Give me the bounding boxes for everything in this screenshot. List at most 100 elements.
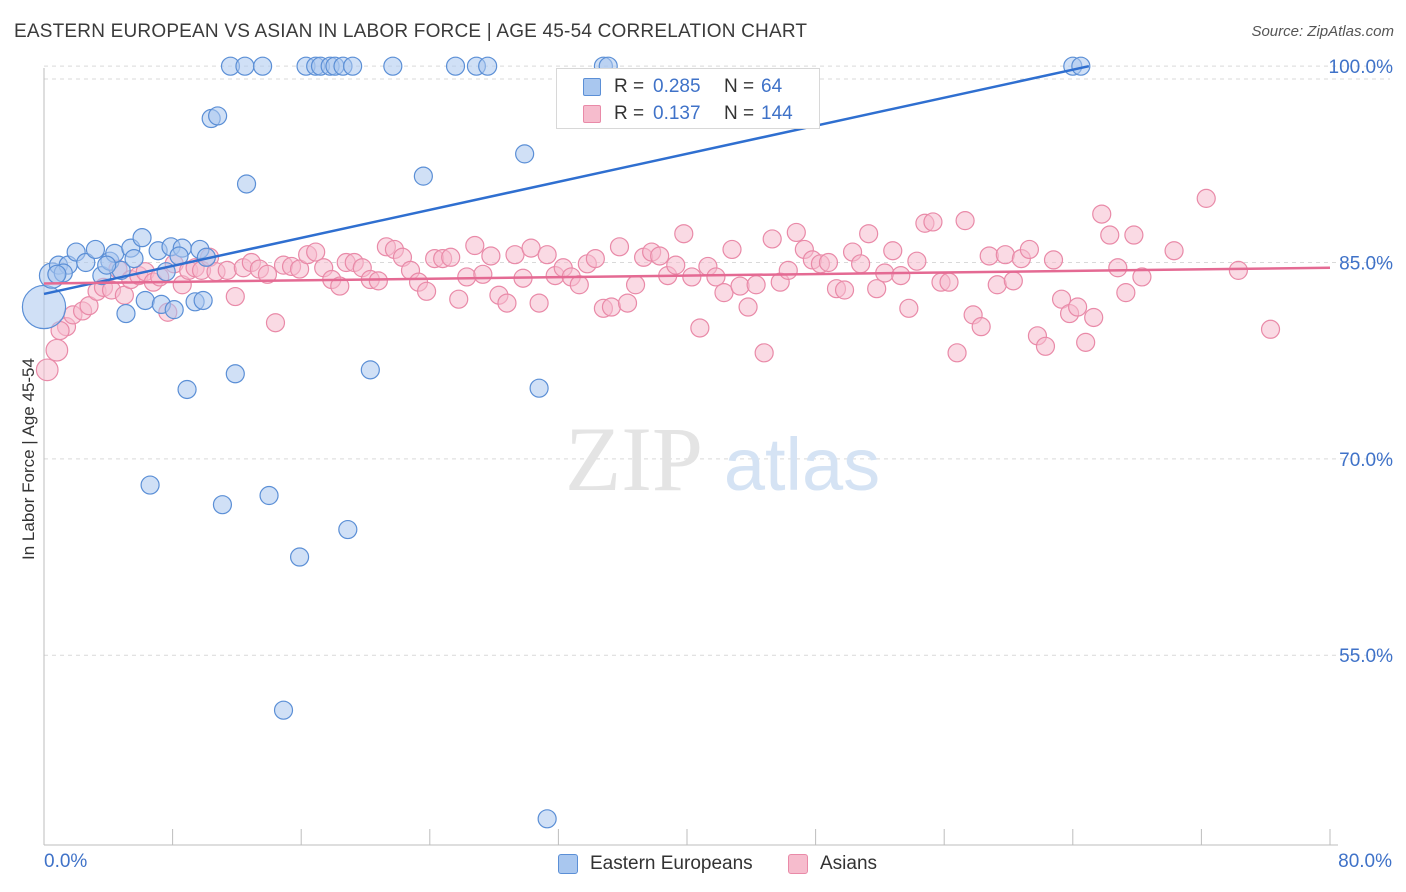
point-asian bbox=[473, 264, 493, 284]
point-asian bbox=[609, 237, 630, 257]
point-asian bbox=[1260, 319, 1281, 339]
point-asian bbox=[225, 286, 245, 307]
point-asian bbox=[682, 267, 702, 287]
point-asian bbox=[1196, 188, 1216, 208]
point-asian bbox=[1019, 239, 1039, 260]
point-eastern-european bbox=[259, 485, 279, 506]
legend-label: Eastern Europeans bbox=[590, 853, 753, 874]
trend-line-eastern-europeans bbox=[43, 64, 1090, 296]
y-axis-title: In Labor Force | Age 45-54 bbox=[19, 358, 38, 560]
point-asian bbox=[1068, 297, 1088, 317]
point-asian bbox=[45, 338, 69, 362]
legend-swatch-blue bbox=[558, 854, 578, 874]
point-asian bbox=[987, 275, 1007, 295]
point-asian bbox=[217, 260, 237, 280]
point-eastern-european bbox=[360, 360, 380, 380]
y-tick-label: 100.0% bbox=[1329, 57, 1394, 78]
point-asian bbox=[306, 242, 326, 262]
data-points bbox=[21, 56, 1281, 829]
point-eastern-european bbox=[193, 290, 213, 311]
r-label: R = bbox=[614, 76, 645, 97]
point-asian bbox=[730, 276, 750, 296]
point-asian bbox=[746, 275, 766, 295]
point-eastern-european bbox=[343, 56, 363, 76]
point-asian bbox=[979, 246, 999, 266]
point-asian bbox=[722, 239, 742, 260]
point-asian bbox=[899, 298, 919, 318]
point-asian bbox=[449, 289, 469, 309]
point-asian bbox=[1116, 283, 1136, 303]
point-eastern-european bbox=[132, 228, 152, 248]
point-eastern-european bbox=[1071, 56, 1091, 76]
series-legend: Eastern Europeans Asians bbox=[0, 852, 1406, 878]
trend-line-asians bbox=[43, 266, 1331, 285]
point-asian bbox=[778, 260, 798, 280]
point-asian bbox=[650, 246, 670, 266]
point-eastern-european bbox=[235, 56, 255, 76]
point-asian bbox=[955, 211, 975, 231]
y-tick-label: 55.0% bbox=[1339, 646, 1393, 667]
n-label: N = bbox=[724, 76, 755, 97]
legend-swatch-pink bbox=[583, 105, 601, 123]
stats-row-eastern-europeans: R = 0.285 N = 64 bbox=[557, 75, 819, 99]
x-tick-label-min: 0.0% bbox=[44, 851, 88, 872]
point-asian bbox=[368, 271, 388, 291]
zipatlas-watermark: ZIP atlas bbox=[565, 408, 880, 510]
legend-swatch-pink bbox=[788, 854, 808, 874]
point-asian bbox=[1228, 260, 1248, 280]
point-eastern-european bbox=[478, 56, 498, 76]
point-asian bbox=[923, 212, 943, 232]
point-eastern-european bbox=[208, 106, 228, 126]
point-eastern-european bbox=[383, 56, 403, 76]
point-eastern-european bbox=[124, 248, 144, 269]
legend-label: Asians bbox=[820, 853, 878, 874]
point-asian bbox=[939, 272, 959, 292]
point-asian bbox=[569, 275, 589, 295]
gridlines bbox=[44, 65, 1390, 656]
stats-row-asians: R = 0.137 N = 144 bbox=[557, 102, 819, 126]
point-asian bbox=[834, 280, 855, 300]
point-asian bbox=[674, 224, 694, 244]
point-asian bbox=[529, 293, 549, 313]
point-asian bbox=[786, 222, 806, 243]
point-asian bbox=[1043, 250, 1064, 270]
point-asian bbox=[947, 343, 967, 363]
point-asian bbox=[666, 255, 686, 275]
point-asian bbox=[1051, 289, 1072, 309]
axes bbox=[43, 68, 1338, 846]
point-asian bbox=[1124, 225, 1144, 245]
point-asian bbox=[859, 224, 879, 244]
point-eastern-european bbox=[177, 379, 197, 400]
point-asian bbox=[1108, 258, 1128, 278]
point-asian bbox=[265, 313, 286, 333]
point-eastern-european bbox=[47, 264, 67, 284]
r-value: 0.285 bbox=[653, 76, 701, 97]
point-asian bbox=[497, 293, 517, 313]
point-eastern-european bbox=[445, 56, 466, 76]
point-asian bbox=[754, 343, 774, 363]
point-eastern-european bbox=[76, 252, 96, 273]
point-asian bbox=[883, 241, 903, 261]
point-eastern-european bbox=[225, 364, 245, 384]
point-eastern-european bbox=[338, 519, 358, 540]
point-eastern-european bbox=[116, 303, 136, 324]
point-eastern-european bbox=[164, 300, 184, 320]
point-asian bbox=[971, 317, 991, 337]
point-asian bbox=[1132, 267, 1152, 287]
point-eastern-european bbox=[135, 290, 155, 311]
point-eastern-european bbox=[289, 547, 310, 567]
point-eastern-european bbox=[515, 144, 535, 164]
point-asian bbox=[330, 276, 350, 296]
point-asian bbox=[818, 252, 839, 273]
point-asian bbox=[521, 238, 541, 258]
point-asian bbox=[1164, 241, 1184, 261]
point-asian bbox=[416, 281, 437, 301]
point-asian bbox=[1084, 307, 1104, 328]
point-asian bbox=[706, 267, 726, 287]
point-eastern-european bbox=[97, 255, 117, 275]
point-asian bbox=[1076, 332, 1096, 352]
point-asian bbox=[625, 275, 646, 295]
point-asian bbox=[762, 229, 782, 249]
y-tick-label: 70.0% bbox=[1339, 450, 1393, 471]
